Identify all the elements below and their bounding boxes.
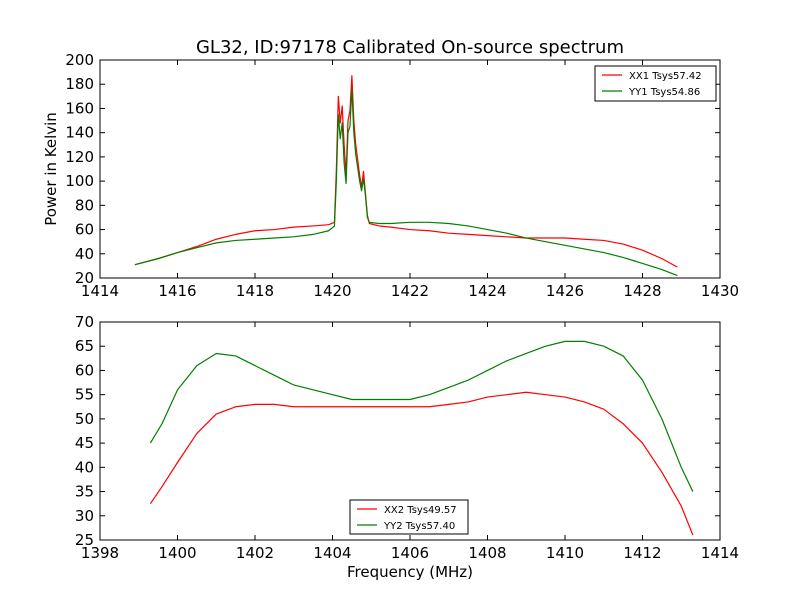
x-tick-label: 1418 — [236, 282, 274, 300]
x-tick-label: 1398 — [81, 544, 119, 562]
x-tick-label: 1420 — [313, 282, 351, 300]
legend-label: XX1 Tsys57.42 — [629, 71, 702, 82]
y-tick-label: 120 — [65, 148, 94, 166]
legend-label: YY1 Tsys54.86 — [628, 87, 700, 98]
y-tick-label: 45 — [75, 434, 94, 452]
x-tick-label: 1412 — [623, 544, 661, 562]
x-tick-label: 1424 — [468, 282, 506, 300]
y-tick-label: 180 — [65, 75, 94, 93]
x-tick-label: 1416 — [158, 282, 196, 300]
y-tick-label: 65 — [75, 337, 94, 355]
y-tick-label: 40 — [75, 245, 94, 263]
y-tick-label: 50 — [75, 410, 94, 428]
bottom-spectrum-panel: 1398 1400 1402 1404 1406 1408 1410 1412 1414 25 30… — [75, 313, 739, 562]
x-tick-label: 1426 — [546, 282, 584, 300]
x-tick-label: 1404 — [313, 544, 351, 562]
series-line-yy1 — [134, 88, 678, 277]
legend: XX2 Tsys49.57 YY2 Tsys57.40 — [349, 499, 469, 535]
y-tick-label: 100 — [65, 172, 94, 190]
x-tick-label: 1402 — [236, 544, 274, 562]
y-tick-label: 200 — [65, 51, 94, 69]
series-line-yy2 — [149, 340, 694, 492]
x-axis-label: Frequency (MHz) — [347, 563, 473, 581]
series-line-xx1 — [134, 75, 678, 268]
legend-label: YY2 Tsys57.40 — [383, 521, 455, 532]
x-tick-label: 1400 — [158, 544, 196, 562]
legend: XX1 Tsys57.42 YY1 Tsys54.86 — [594, 65, 717, 102]
x-tick-label: 1410 — [546, 544, 584, 562]
y-tick-label: 20 — [75, 269, 94, 287]
y-tick-label: 40 — [75, 458, 94, 476]
y-tick-label: 30 — [75, 507, 94, 525]
x-tick-label: 1422 — [391, 282, 429, 300]
y-tick-label: 60 — [75, 361, 94, 379]
x-tick-label: 1414 — [701, 544, 739, 562]
x-tick-label: 1406 — [391, 544, 429, 562]
chart-title: GL32, ID:97178 Calibrated On-source spec… — [196, 37, 624, 58]
top-spectrum-panel: 1414 1416 1418 1420 1422 1424 1426 1428 1430 20 40… — [42, 51, 739, 300]
y-tick-label: 55 — [75, 386, 94, 404]
y-tick-label: 80 — [75, 196, 94, 214]
y-tick-label: 140 — [65, 124, 94, 142]
y-axis-label: Power in Kelvin — [42, 112, 60, 226]
x-tick-label: 1428 — [623, 282, 661, 300]
y-tick-label: 160 — [65, 99, 94, 117]
y-tick-label: 25 — [75, 531, 94, 549]
y-tick-label: 60 — [75, 221, 94, 239]
x-tick-label: 1414 — [81, 282, 119, 300]
x-tick-label: 1408 — [468, 544, 506, 562]
y-tick-label: 70 — [75, 313, 94, 331]
series-line-xx2 — [149, 391, 694, 536]
legend-label: XX2 Tsys49.57 — [384, 505, 457, 516]
x-tick-label: 1430 — [701, 282, 739, 300]
y-tick-label: 35 — [75, 483, 94, 501]
